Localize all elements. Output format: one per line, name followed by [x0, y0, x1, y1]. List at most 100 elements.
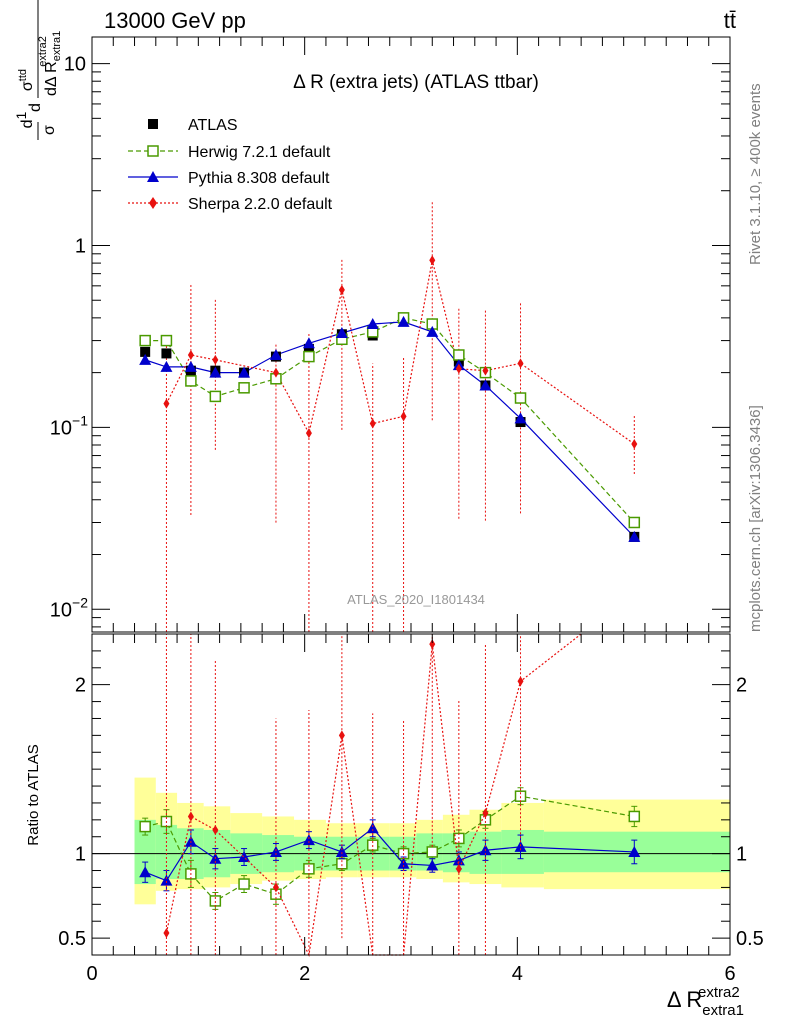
point-sherpa	[455, 363, 462, 374]
point-atlas	[161, 348, 172, 359]
ratio-point-sherpa	[517, 676, 524, 687]
ratio-point-sherpa	[187, 811, 194, 822]
point-sherpa	[272, 367, 279, 378]
legend-marker	[148, 119, 158, 129]
ratio-point-sherpa	[455, 863, 462, 874]
ratio-point-pythia	[335, 845, 348, 857]
ratio-point-sherpa	[482, 808, 489, 819]
ratio-y-axis-label: Ratio to ATLAS	[25, 744, 42, 845]
point-sherpa	[212, 354, 219, 365]
x-tick-label: 6	[724, 963, 735, 985]
main-plot-area	[139, 200, 641, 632]
ratio-y-tick-label: 1	[75, 844, 86, 866]
main-y-tick-label: 1	[75, 235, 86, 257]
x-tick-label: 0	[86, 963, 97, 985]
ratio-axes: 0.5 0.5 1 1 2 2 0 2 4 6	[58, 634, 764, 985]
svg-text:d: d	[27, 103, 44, 112]
point-herwig	[185, 375, 197, 387]
ratio-point-pythia	[160, 874, 173, 886]
process-label: tt̄	[724, 8, 736, 33]
point-pythia	[269, 348, 282, 360]
point-sherpa	[631, 439, 638, 450]
point-sherpa	[369, 418, 376, 429]
point-sherpa	[305, 428, 312, 439]
main-y-tick-label: 10	[64, 54, 86, 76]
ratio-point-pythia	[628, 845, 641, 857]
uncertainty-band-inner	[134, 819, 156, 885]
point-herwig	[139, 334, 151, 347]
main-plot-title: Δ R (extra jets) (ATLAS ttbar)	[293, 72, 539, 93]
ratio-point-pythia	[514, 840, 527, 852]
main-panel: 10−2 10−1 1 10 Δ R (extra jets) (ATLAS ttba…	[13, 0, 731, 633]
ratio-plot-area	[92, 633, 730, 957]
legend: ATLAS Herwig 7.2.1 default Pythia 8.308 de…	[128, 117, 333, 213]
energy-label: 13000 GeV pp	[104, 8, 246, 33]
ratio-y-tick-label: 0.5	[58, 928, 86, 950]
x-axis-label: Δ Rextra1extra2	[667, 984, 744, 1019]
point-sherpa	[517, 358, 524, 369]
ratio-y-tick-label-right: 0.5	[736, 928, 764, 950]
point-pythia	[184, 360, 197, 372]
point-pythia	[238, 366, 251, 378]
watermark: ATLAS_2020_I1801434	[347, 592, 485, 607]
ratio-point-pythia	[302, 834, 315, 846]
ratio-panel: 0.5 0.5 1 1 2 2 0 2 4 6 Ratio to ATLAS Δ Rextra1e…	[25, 633, 764, 1019]
point-pythia	[426, 325, 439, 337]
ratio-point-herwig	[426, 846, 439, 858]
legend-marker	[149, 197, 157, 209]
legend-marker	[147, 171, 159, 182]
point-herwig	[514, 392, 527, 404]
point-herwig	[303, 350, 315, 363]
point-pythia	[366, 318, 379, 330]
point-pythia	[139, 353, 152, 365]
point-pythia	[514, 412, 527, 424]
point-herwig	[209, 390, 222, 403]
rivet-label: Rivet 3.1.10, ≥ 400k events	[747, 83, 764, 265]
ratio-point-pythia	[238, 851, 251, 863]
main-y-axis: 10−2 10−1 1 10	[50, 37, 731, 632]
legend-label: ATLAS	[188, 117, 238, 134]
ratio-y-tick-label-right: 2	[736, 675, 747, 697]
point-pythia	[160, 360, 173, 372]
ratio-point-pythia	[397, 857, 410, 869]
point-pythia	[479, 379, 492, 391]
svg-text:σttd: σttd	[17, 69, 36, 91]
ratio-point-sherpa	[338, 730, 345, 741]
point-sherpa	[187, 349, 194, 360]
mcplots-label: mcplots.cern.ch [arXiv:1306.3436]	[747, 405, 764, 632]
ratio-point-sherpa	[212, 824, 219, 835]
ratio-point-herwig	[139, 820, 151, 833]
ratio-y-tick-label: 2	[75, 675, 86, 697]
point-pythia	[209, 366, 222, 378]
legend-label: Herwig 7.2.1 default	[188, 144, 331, 161]
point-herwig	[160, 334, 173, 347]
point-pythia	[302, 337, 315, 349]
main-y-tick-label: 10−1	[50, 412, 88, 439]
ratio-point-pythia	[269, 845, 282, 857]
ratio-point-sherpa	[163, 928, 170, 939]
point-pythia	[397, 315, 410, 327]
ratio-point-pythia	[426, 859, 439, 871]
main-y-axis-label: d1 σ d σttd dΔ Rextra1extra2	[13, 0, 63, 140]
x-tick-label: 4	[512, 963, 523, 985]
point-atlas	[303, 343, 314, 354]
legend-label: Sherpa 2.2.0 default	[188, 196, 333, 213]
legend-marker	[147, 145, 159, 157]
ratio-point-herwig	[238, 878, 250, 890]
point-atlas	[140, 346, 151, 357]
legend-label: Pythia 8.308 default	[188, 170, 330, 187]
point-herwig	[453, 349, 465, 361]
point-sherpa	[429, 255, 436, 266]
point-sherpa	[400, 411, 407, 422]
point-pythia	[335, 327, 348, 339]
ratio-point-pythia	[139, 866, 152, 878]
uncertainty-band-inner	[501, 829, 544, 874]
series-line-herwig	[145, 317, 635, 523]
ratio-point-sherpa	[429, 639, 436, 650]
ratio-point-pythia	[366, 822, 379, 834]
x-tick-label: 2	[299, 963, 310, 985]
point-sherpa	[338, 284, 345, 295]
ratio-point-herwig	[628, 810, 641, 823]
svg-text:dΔ Rextra1extra2: dΔ Rextra1extra2	[37, 31, 63, 96]
